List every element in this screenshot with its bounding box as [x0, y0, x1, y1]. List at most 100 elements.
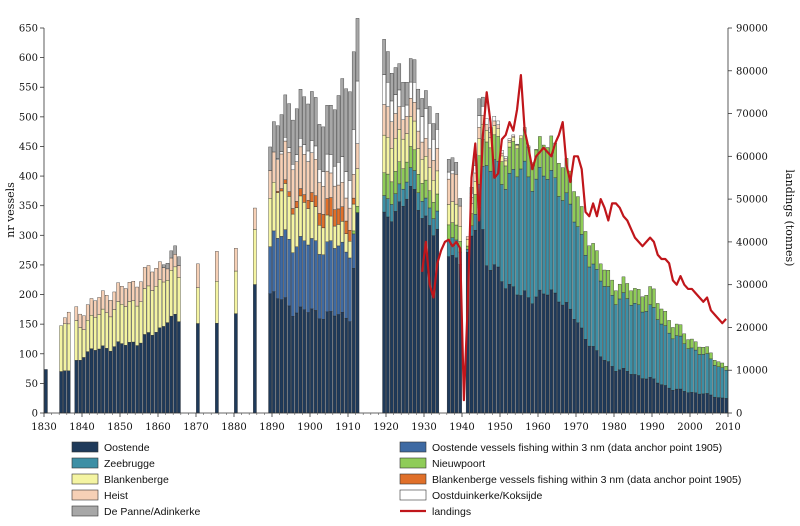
bar-nieuw-1996: [674, 323, 679, 336]
bar-nieuw-1938: [454, 224, 459, 241]
bar-okok-1920: [386, 81, 390, 107]
bar-oost-1966: [560, 304, 565, 414]
bar-heist-1931: [427, 148, 432, 168]
bar-b3nm-1909: [344, 220, 348, 234]
bar-blank-1838: [74, 320, 79, 361]
legend-swatch-nieuw: [399, 457, 427, 469]
bar-okok-1907: [336, 162, 341, 186]
bar-oost-1995: [671, 390, 675, 414]
bar-blank-1952: [507, 142, 512, 148]
bar-o3nm-1910: [348, 257, 352, 322]
bar-blank-1851: [123, 306, 128, 346]
bar-blank-1842: [89, 315, 94, 349]
bar-blank-1897: [298, 195, 303, 237]
bar-oost-1975: [595, 350, 599, 414]
bar-b3nm-1901: [313, 195, 318, 207]
bar-okok-1892: [279, 151, 284, 155]
bar-oost-1970: [576, 322, 580, 414]
bar-zee-2009: [724, 370, 728, 399]
y2-tick-label: 80000: [736, 66, 768, 77]
bar-depan-1912: [355, 18, 360, 82]
bar-okok-1928: [416, 108, 421, 132]
bar-okok-1912: [355, 80, 360, 144]
bar-nieuw-1998: [682, 333, 687, 344]
x-tick-label: 1830: [31, 422, 56, 433]
bar-oost-1859: [154, 332, 158, 414]
bar-heist-1908: [340, 182, 345, 207]
bar-blank-1951: [503, 160, 508, 167]
bar-oost-1889: [268, 293, 272, 414]
bar-heist-1858: [150, 271, 155, 291]
bar-blank-1949: [496, 128, 500, 137]
legend-label-nieuw: Nieuwpoort: [432, 458, 485, 470]
bar-b3nm-1900: [310, 192, 314, 202]
bar-o3nm-1906: [332, 248, 337, 317]
bar-depan-1898: [302, 96, 307, 145]
bar-heist-1904: [325, 170, 329, 199]
bar-nieuw-1936: [446, 224, 451, 240]
bar-blank-1938: [454, 203, 459, 226]
x-tick-label: 1930: [411, 422, 436, 433]
bar-depan-1930: [424, 90, 428, 109]
bar-o3nm-1893: [283, 229, 288, 298]
bar-zee-1979: [610, 295, 614, 367]
bar-oost-1967: [564, 302, 569, 414]
bar-depan-1895: [291, 119, 295, 165]
legend-label-okok: Oostduinkerke/Koksijde: [432, 490, 542, 502]
bar-depan-1861: [161, 264, 166, 268]
bars-layer: [44, 18, 728, 414]
bar-nieuw-1976: [598, 263, 603, 282]
bar-nieuw-1919: [382, 172, 386, 196]
bar-okok-1929: [420, 116, 424, 143]
bar-depan-1927: [412, 59, 417, 83]
bar-heist-1903: [321, 186, 326, 215]
bar-zee-2002: [697, 354, 702, 395]
bar-blank-1926: [408, 116, 413, 147]
bar-blank-1933: [435, 170, 440, 195]
bar-zee-2004: [705, 353, 709, 394]
bar-o3nm-1908: [340, 241, 345, 313]
y2-tick-label: 50000: [736, 195, 768, 206]
bar-okok-1924: [401, 105, 405, 120]
bar-heist-1907: [336, 184, 341, 210]
bar-zee-1995: [671, 338, 675, 391]
bar-zee-1919: [382, 195, 386, 213]
bar-nieuw-1937: [450, 222, 455, 238]
bar-heist-1848: [112, 291, 117, 310]
bar-nieuw-1985: [633, 288, 637, 304]
bar-zee-2007: [716, 366, 721, 398]
bar-nieuw-1969: [572, 191, 576, 223]
bar-depan-1909: [344, 88, 348, 172]
bar-blank-1848: [112, 309, 117, 347]
bar-oost-2009: [724, 398, 728, 414]
bar-b3nm-1894: [287, 191, 291, 197]
bar-heist-1939: [458, 205, 462, 227]
bar-oost-1924: [401, 206, 405, 414]
bar-zee-1963: [549, 170, 554, 291]
legend-swatch-zee: [71, 457, 99, 469]
bar-depan-1899: [306, 103, 310, 152]
bar-blank-1919: [382, 134, 386, 173]
bar-depan-1931: [427, 106, 432, 124]
bar-zee-1946: [484, 165, 489, 266]
bar-depan-1929: [420, 98, 424, 117]
bar-depan-1865: [177, 256, 181, 266]
y-tick-label: 600: [19, 53, 38, 64]
y2-tick-label: 0: [736, 409, 742, 420]
bar-heist-1901: [313, 159, 318, 196]
bar-oost-1845: [101, 345, 105, 414]
bar-zee-1949: [496, 161, 500, 268]
bar-blank-1864: [173, 266, 177, 315]
bar-blank-1858: [150, 290, 155, 336]
bar-blank-1920: [386, 137, 390, 175]
bar-blank-1862: [165, 280, 170, 323]
bar-heist-1925: [405, 116, 409, 134]
y-axis-title: nr vessels: [4, 182, 17, 238]
bar-okok-1896: [294, 154, 299, 162]
bar-okok-1908: [340, 156, 345, 183]
bar-okok-1895: [291, 164, 295, 171]
bar-nieuw-1972: [583, 231, 588, 256]
bar-oost-1922: [393, 211, 398, 414]
bar-oost-1991: [655, 382, 660, 414]
